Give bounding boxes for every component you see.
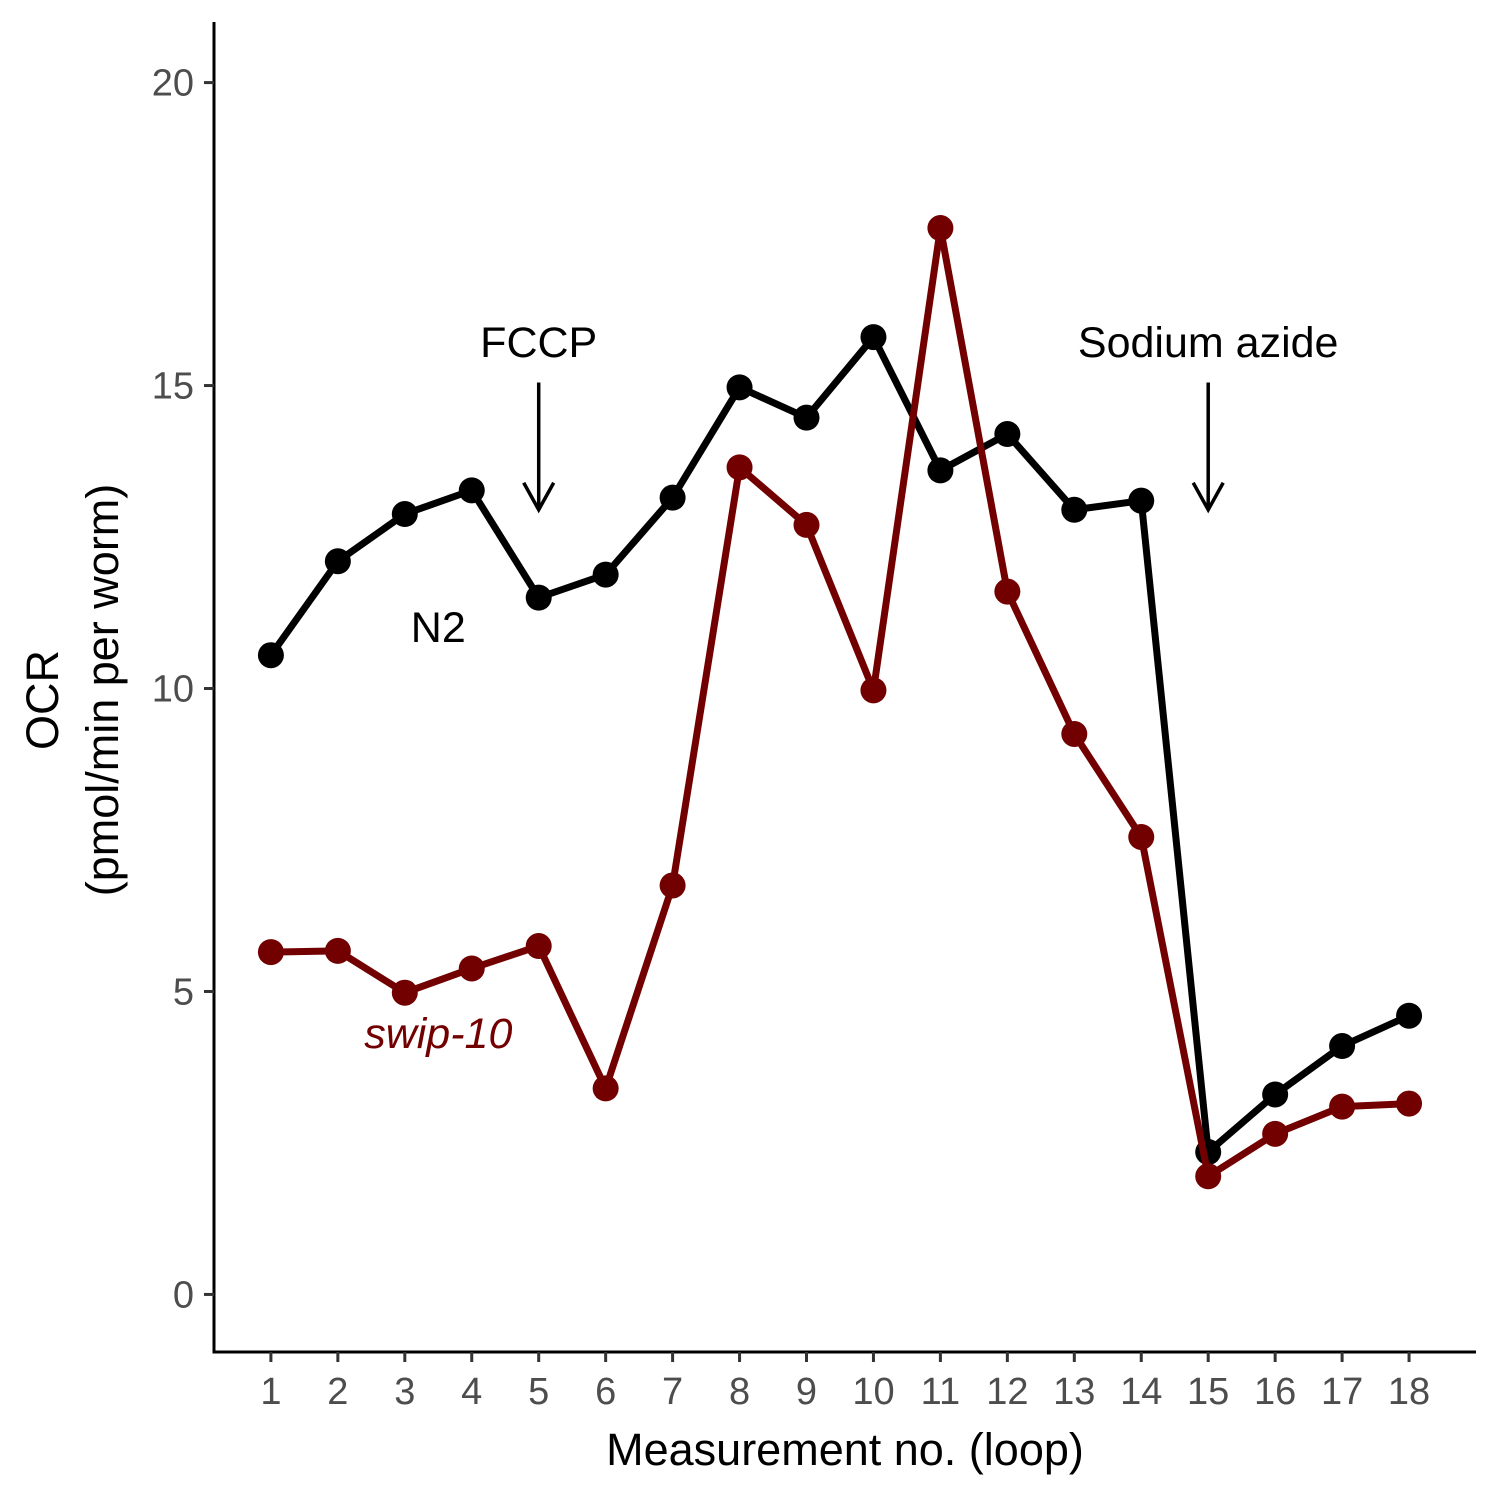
x-tick-label: 7 (662, 1371, 683, 1413)
series-swip-10 (257, 215, 1423, 1190)
data-point (458, 477, 485, 504)
data-point (592, 1075, 619, 1102)
x-tick-label: 6 (595, 1371, 616, 1413)
x-axis-title: Measurement no. (loop) (606, 1424, 1084, 1475)
y-tick-label: 5 (173, 971, 194, 1013)
x-tick-label: 9 (796, 1371, 817, 1413)
x-tick-label: 2 (327, 1371, 348, 1413)
x-tick-label: 17 (1321, 1371, 1363, 1413)
data-point (726, 374, 753, 401)
data-point (1061, 496, 1088, 523)
data-point (391, 501, 418, 528)
data-point (257, 642, 284, 669)
data-point (525, 584, 552, 611)
y-tick-label: 0 (173, 1274, 194, 1316)
data-point (1195, 1163, 1222, 1190)
data-point (860, 324, 887, 351)
x-tick-label: 13 (1053, 1371, 1095, 1413)
y-axis-title-line1: OCR (17, 650, 68, 750)
x-tick-label: 14 (1120, 1371, 1162, 1413)
data-point (324, 937, 351, 964)
annotation-label: Sodium azide (1078, 319, 1339, 367)
x-tick-label: 4 (461, 1371, 482, 1413)
data-point (659, 872, 686, 899)
data-point (525, 933, 552, 960)
data-point (927, 457, 954, 484)
data-point (793, 404, 820, 431)
x-tick-label: 12 (986, 1371, 1028, 1413)
y-axis-title-line2: (pmol/min per worm) (77, 484, 128, 897)
y-axis-title: OCR (pmol/min per worm) (17, 484, 128, 897)
data-point (1329, 1033, 1356, 1060)
y-tick-label: 10 (152, 669, 194, 711)
annotation-label: FCCP (480, 319, 597, 367)
data-point (1396, 1090, 1423, 1117)
x-tick-label: 5 (528, 1371, 549, 1413)
x-tick-label: 11 (921, 1371, 960, 1413)
data-point (1262, 1081, 1289, 1108)
annotations: FCCP Sodium azide (480, 319, 1339, 514)
data-point (726, 454, 753, 481)
data-point (324, 548, 351, 575)
data-point (257, 939, 284, 966)
data-point (1061, 720, 1088, 747)
y-tick-label: 20 (152, 63, 194, 105)
series-label: swip-10 (364, 1010, 512, 1058)
data-point (860, 677, 887, 704)
y-tick-label: 15 (152, 366, 194, 408)
data-point (1262, 1120, 1289, 1147)
series-n2 (257, 324, 1423, 1166)
data-point (1128, 823, 1155, 850)
x-tick-label: 8 (729, 1371, 750, 1413)
annotation-arrow-head (1191, 481, 1225, 514)
data-point (793, 511, 820, 538)
data-point (1128, 487, 1155, 514)
data-point (592, 561, 619, 588)
data-point (1329, 1093, 1356, 1120)
x-tick-label: 3 (394, 1371, 415, 1413)
x-tick-label: 10 (852, 1371, 894, 1413)
x-tick-label: 18 (1388, 1371, 1430, 1413)
data-point (458, 955, 485, 982)
annotation-arrow-head (522, 481, 556, 514)
x-tick-label: 1 (260, 1371, 281, 1413)
x-tick-label: 15 (1187, 1371, 1229, 1413)
data-point (659, 484, 686, 511)
series-label: N2 (411, 604, 466, 652)
data-point (927, 215, 954, 242)
series-layer: N2 swip-10 (257, 215, 1423, 1190)
data-point (391, 979, 418, 1006)
x-tick-label: 16 (1254, 1371, 1296, 1413)
data-point (994, 578, 1021, 605)
data-point (1396, 1002, 1423, 1029)
data-point (994, 421, 1021, 448)
